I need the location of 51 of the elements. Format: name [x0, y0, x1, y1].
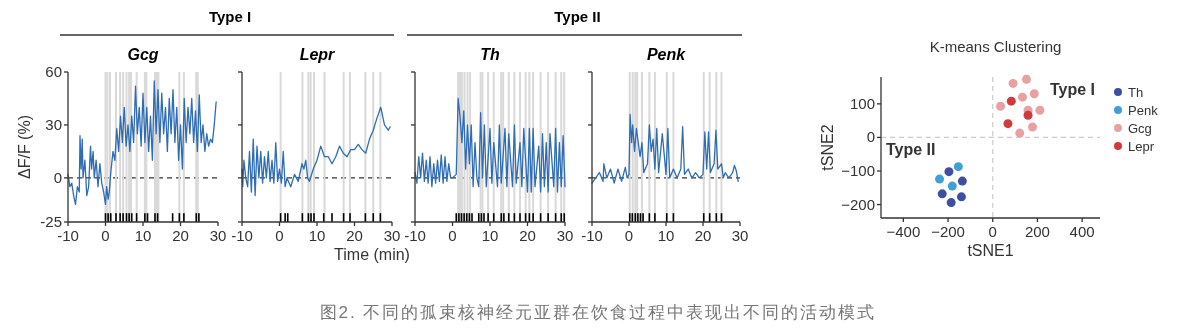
x-tick-label: -10	[581, 227, 603, 244]
text: Type II	[554, 8, 601, 25]
legend-label: Lepr	[1128, 139, 1155, 154]
x-tick-label: 400	[1069, 223, 1095, 240]
x-tick-label: 20	[172, 227, 189, 244]
chart-title: K-means Clustering	[929, 38, 1062, 55]
x-tick-label: 10	[657, 227, 675, 244]
x-tick-label: -10	[231, 227, 253, 244]
caption: 图2. 不同的孤束核神经元亚群在饮食过程中表现出不同的活动模式	[319, 303, 877, 322]
y-tick-label: 100	[849, 94, 875, 112]
y-tick-label: -25	[40, 213, 62, 230]
x-tick-label: −200	[931, 223, 965, 240]
x-tick-label: 0	[448, 227, 457, 244]
x-tick-label: 30	[383, 227, 401, 244]
chart-title: Lepr	[299, 46, 336, 63]
annotation: Type II	[886, 140, 936, 158]
y-tick-label: −100	[841, 162, 875, 179]
x-axis-title: Time (min)	[334, 246, 410, 263]
x-axis-title: tSNE1	[967, 242, 1014, 259]
x-tick-label: 10	[308, 227, 326, 244]
x-tick-label: 20	[694, 227, 712, 244]
x-tick-label: -10	[404, 227, 426, 244]
x-tick-label: −400	[886, 223, 921, 240]
chart-title: Penk	[646, 46, 687, 63]
x-tick-label: 10	[481, 227, 499, 244]
y-tick-label: 30	[45, 115, 62, 133]
x-tick-label: 20	[519, 227, 536, 244]
x-tick-label: 30	[556, 227, 574, 244]
x-tick-label: 30	[209, 227, 227, 244]
legend-label: Penk	[1128, 103, 1159, 118]
y-tick-label: 0	[866, 128, 875, 146]
x-tick-label: 0	[988, 223, 997, 240]
y-tick-label: 0	[53, 168, 62, 186]
x-tick-label: 0	[101, 227, 110, 244]
x-tick-label: 30	[731, 227, 749, 244]
x-tick-label: -10	[57, 227, 79, 244]
chart-title: Gcg	[127, 46, 159, 63]
x-tick-label: 200	[1024, 223, 1050, 240]
chart-title: Th	[480, 46, 500, 63]
text: Type I	[208, 8, 252, 25]
annotation: Type I	[1049, 81, 1095, 98]
y-tick-label: −200	[841, 195, 875, 213]
y-tick-label: 60	[45, 63, 62, 80]
legend-label: Gcg	[1128, 121, 1152, 136]
x-tick-label: 0	[624, 227, 634, 244]
x-tick-label: 10	[134, 227, 152, 244]
y-axis-title: tSNE2	[819, 124, 836, 171]
x-tick-label: 20	[346, 227, 363, 244]
x-tick-label: 0	[275, 227, 284, 244]
y-axis-title: ΔF/F (%)	[16, 114, 33, 180]
legend-label: Th	[1128, 85, 1144, 100]
